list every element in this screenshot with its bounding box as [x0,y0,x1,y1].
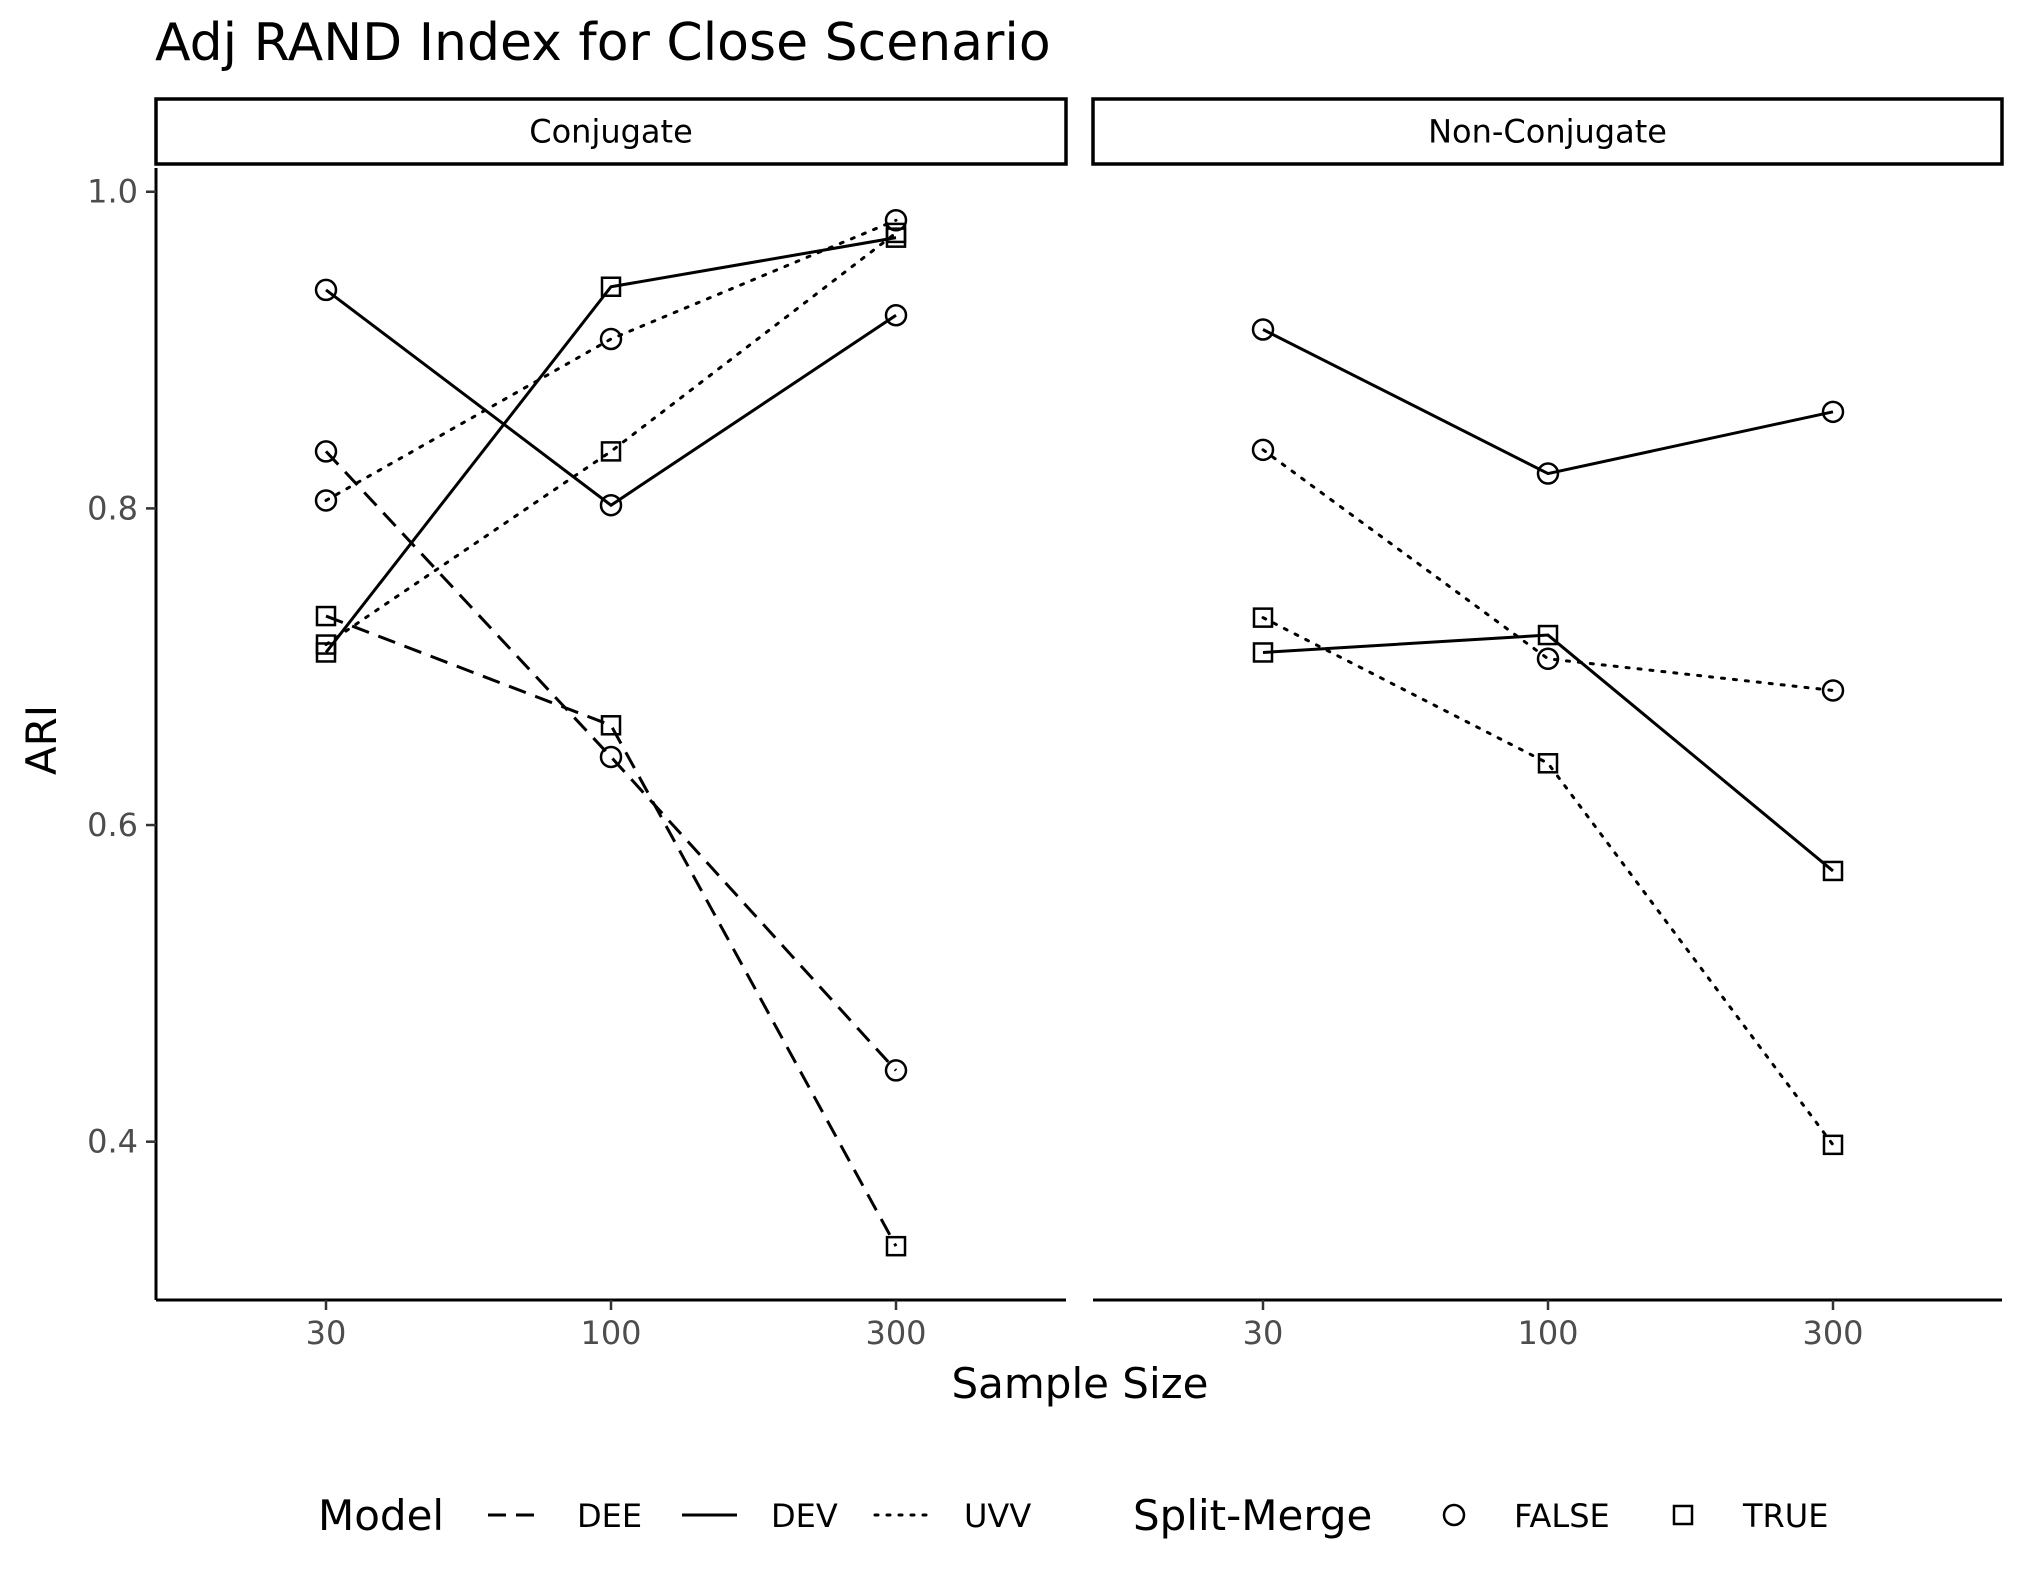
y-axis-label: ARI [17,705,66,775]
data-point [884,303,908,327]
data-point [599,745,623,769]
data-point [884,208,908,232]
series-DEV-FALSE [314,278,908,517]
series-DEV-FALSE [1251,318,1845,485]
series-UVV-FALSE [1251,438,1845,702]
data-point [1251,318,1275,341]
series-line [325,614,898,1247]
series-line [324,218,898,502]
data-point [1821,400,1845,424]
data-point [315,634,337,655]
y-tick-label: 0.4 [87,1123,138,1161]
x-tick-label: 30 [1243,1314,1284,1352]
data-point [315,605,337,627]
y-tick-label: 1.0 [87,173,138,211]
series-line [1261,616,1835,1147]
legend-title-split-merge: Split-Merge [1133,1491,1372,1540]
panel-strip-label: Non-Conjugate [1428,113,1667,151]
data-point [885,222,907,244]
x-axis-label: Sample Size [951,1359,1208,1408]
legend: Model DEE DEV UVV Split-Merge FALSE TRUE [318,1491,1828,1540]
data-point [1821,679,1845,702]
data-point [314,278,338,302]
y-tick-label: 0.6 [87,806,138,844]
panel-strip [154,97,1068,166]
data-point [314,489,338,512]
data-point [600,715,622,736]
legend-key-FALSE [1442,1503,1466,1527]
series-line [1261,448,1835,692]
data-point [1822,1134,1844,1156]
data-point [1537,753,1559,774]
x-tick-label: 300 [1802,1314,1863,1352]
legend-label-DEE: DEE [577,1497,642,1535]
x-tick-label: 30 [306,1314,347,1352]
series-DEV-TRUE [1252,624,1844,882]
series-UVV-TRUE [1252,607,1844,1156]
legend-label-UVV: UVV [964,1497,1031,1535]
data-point [1252,642,1274,663]
series-line [324,236,897,654]
data-point [600,276,622,297]
panel-1: Conjugate 0.4 0.6 0.8 1.0 30 100 300 [87,97,1068,1352]
series-DEE-TRUE [315,605,907,1257]
data-point [1251,438,1275,462]
series-UVV-TRUE [315,222,907,655]
y-tick-label: 0.8 [87,489,138,527]
series-line [1262,328,1834,476]
data-point [1822,860,1844,882]
series-line [324,450,898,1072]
data-point [885,1235,907,1257]
series-DEE-FALSE [314,440,908,1082]
panel-2: Non-Conjugate 30 100 300 [1091,97,2004,1352]
data-point [1537,624,1559,646]
legend-label-DEV: DEV [771,1497,838,1535]
data-point [314,440,338,463]
x-tick-label: 300 [865,1314,926,1352]
legend-label-FALSE: FALSE [1514,1497,1610,1535]
series-line [325,288,897,508]
data-point [1536,462,1560,485]
data-point [1252,607,1274,628]
legend-key-TRUE [1672,1504,1694,1526]
data-point [1536,647,1560,671]
x-tick-label: 100 [1517,1314,1578,1352]
data-point [884,1059,908,1082]
series-UVV-FALSE [314,208,908,512]
legend-title-model: Model [318,1491,444,1540]
legend-label-TRUE: TRUE [1742,1497,1828,1535]
panel-strip [1091,97,2004,166]
chart-title: Adj RAND Index for Close Scenario [155,13,1051,73]
data-point [600,441,622,462]
data-point [599,493,623,517]
series-line [1262,633,1834,873]
data-point [599,327,623,351]
x-tick-label: 100 [580,1314,641,1352]
panel-strip-label: Conjugate [529,113,693,151]
